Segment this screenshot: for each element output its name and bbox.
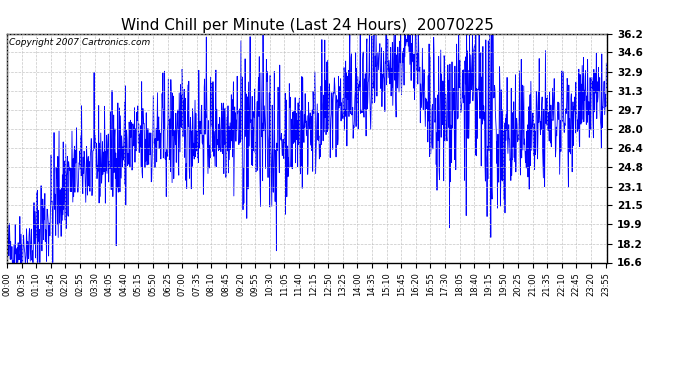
Text: Copyright 2007 Cartronics.com: Copyright 2007 Cartronics.com bbox=[9, 38, 150, 47]
Title: Wind Chill per Minute (Last 24 Hours)  20070225: Wind Chill per Minute (Last 24 Hours) 20… bbox=[121, 18, 493, 33]
